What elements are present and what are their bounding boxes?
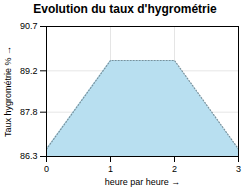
svg-text:87.8: 87.8 bbox=[20, 107, 38, 117]
svg-text:2: 2 bbox=[172, 164, 177, 174]
svg-text:1: 1 bbox=[108, 164, 113, 174]
svg-text:0: 0 bbox=[44, 164, 49, 174]
svg-text:Taux hygrométrie % →: Taux hygrométrie % → bbox=[3, 46, 13, 137]
svg-text:heure par heure →: heure par heure → bbox=[105, 177, 181, 187]
svg-text:3: 3 bbox=[236, 164, 241, 174]
svg-text:89.2: 89.2 bbox=[20, 66, 38, 76]
html-text:Evolution du taux d'hygrométri: Evolution du taux d'hygrométrie bbox=[33, 2, 217, 16]
svg-text:86.3: 86.3 bbox=[20, 151, 38, 161]
svg-text:90.7: 90.7 bbox=[20, 21, 38, 31]
